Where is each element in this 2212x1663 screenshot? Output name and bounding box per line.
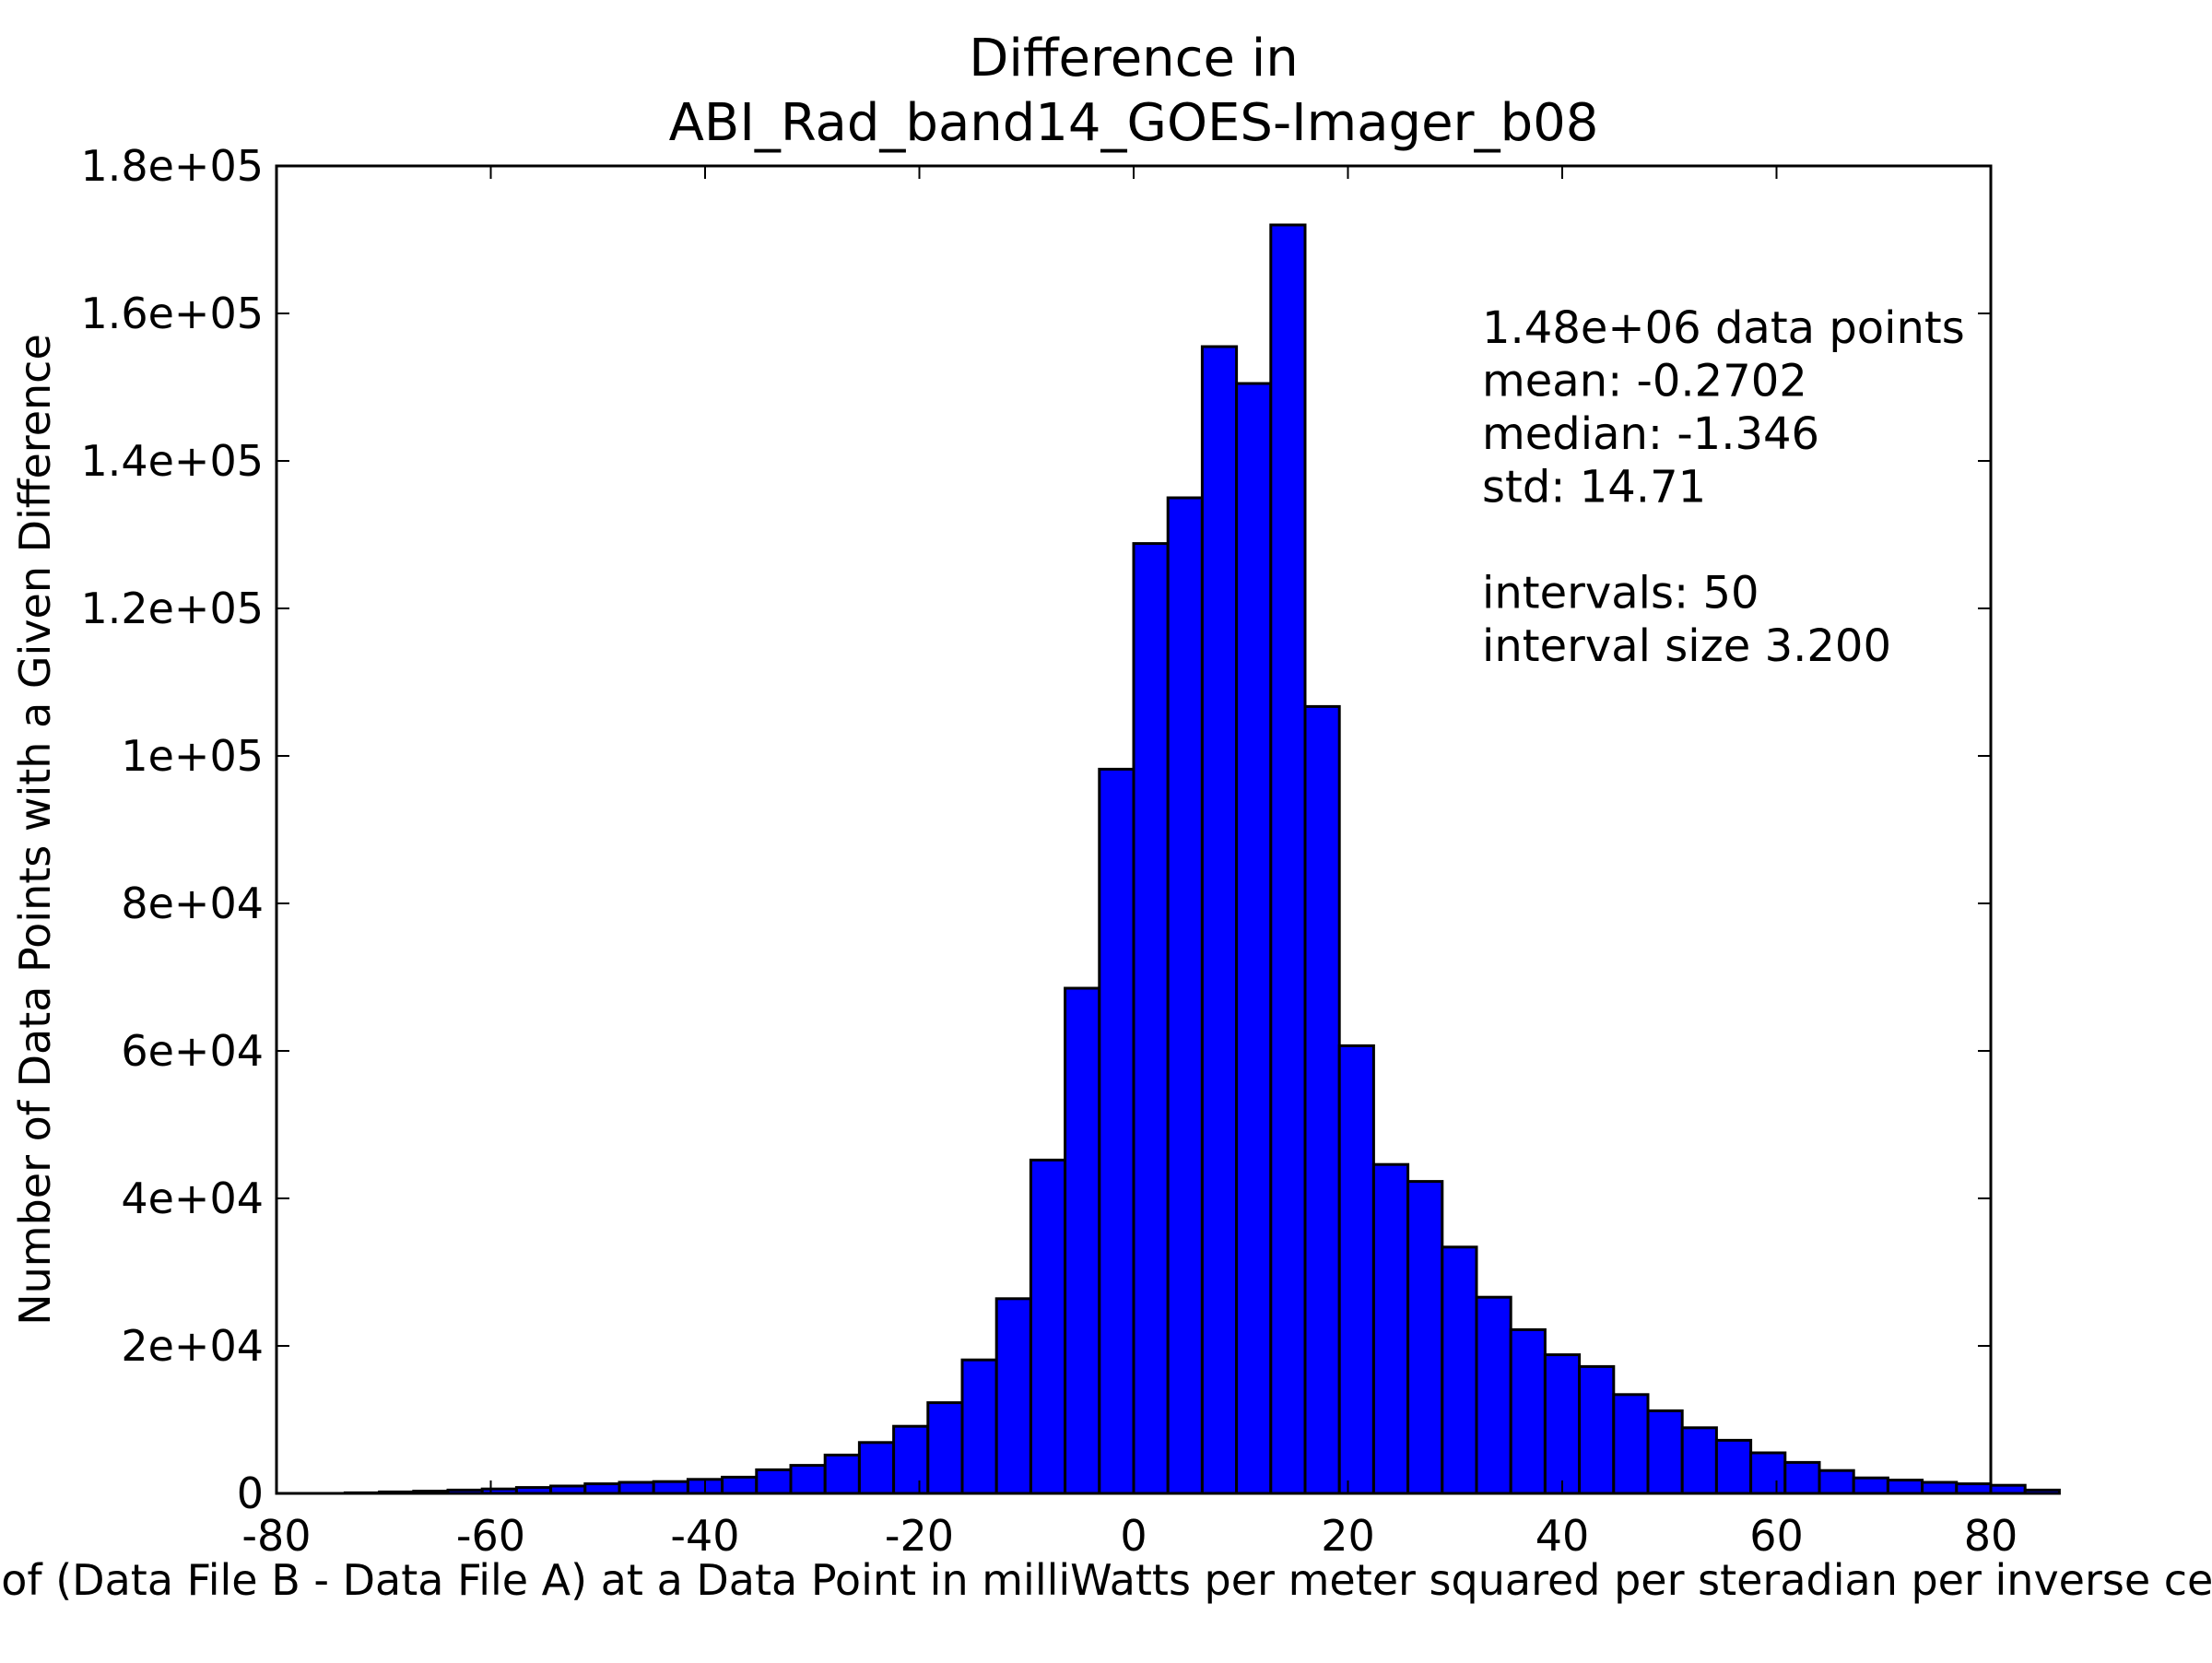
histogram-bar: [1235, 382, 1273, 1495]
y-tick-label: 4e+04: [121, 1174, 264, 1223]
stats-annotation-line: mean: -0.2702: [1482, 356, 1807, 407]
chart-title-line: Difference in: [969, 29, 1299, 88]
histogram-bar: [1337, 1044, 1375, 1495]
histogram-bar: [857, 1441, 896, 1495]
histogram-bar: [994, 1297, 1032, 1495]
histogram-bar: [1200, 345, 1239, 1495]
histogram-bar: [1852, 1476, 1889, 1495]
y-tick-label: 1.4e+05: [80, 436, 264, 486]
x-tick-label: -40: [670, 1511, 739, 1561]
histogram-bar: [755, 1468, 793, 1495]
histogram-bar: [960, 1358, 998, 1495]
histogram-bar: [652, 1480, 689, 1495]
x-tick-label: 0: [1120, 1511, 1147, 1561]
histogram-bar: [1303, 704, 1341, 1495]
y-tick-label: 6e+04: [121, 1026, 264, 1076]
histogram-bar: [721, 1475, 759, 1495]
histogram-bar: [1371, 1162, 1410, 1495]
stats-annotation-line: intervals: 50: [1482, 568, 1759, 619]
x-tick-label: 60: [1749, 1511, 1804, 1561]
histogram-bar: [1783, 1460, 1821, 1495]
histogram-bar: [1955, 1482, 1993, 1495]
stats-annotation-line: interval size 3.200: [1482, 620, 1891, 672]
histogram-bar: [1509, 1327, 1547, 1495]
histogram-bar: [1886, 1479, 1924, 1495]
histogram-bar: [1406, 1180, 1444, 1495]
histogram-bar: [1029, 1158, 1067, 1495]
histogram-bar: [789, 1464, 827, 1495]
histogram-bar: [823, 1453, 861, 1495]
stats-annotation-line: median: -1.346: [1482, 408, 1819, 460]
histogram-bar: [1921, 1480, 1959, 1495]
y-tick-label: 1.2e+05: [80, 584, 264, 633]
histogram-bar: [1269, 223, 1307, 1495]
histogram-bar: [618, 1480, 655, 1495]
x-axis-label: Value of (Data File B - Data File A) at …: [0, 1555, 2212, 1605]
histogram-bar: [1578, 1364, 1616, 1495]
histogram-bar: [1680, 1426, 1718, 1495]
histogram-bar: [1166, 496, 1204, 1495]
x-tick-label: 20: [1321, 1511, 1375, 1561]
histogram-bar: [1989, 1483, 2027, 1495]
histogram-bar: [1132, 542, 1170, 1495]
histogram-bar: [1749, 1451, 1787, 1495]
chart-title-line: ABI_Rad_band14_GOES-Imager_b08: [669, 93, 1599, 153]
histogram-bar: [1714, 1438, 1753, 1495]
histogram-bar: [583, 1482, 621, 1495]
histogram-bar: [1543, 1353, 1582, 1495]
x-tick-label: -20: [885, 1511, 954, 1561]
y-tick-label: 1.8e+05: [80, 141, 264, 191]
stats-annotation-line: 1.48e+06 data points: [1482, 302, 1965, 354]
histogram-bar: [1646, 1409, 1684, 1495]
histogram-bar: [1064, 986, 1101, 1495]
y-tick-label: 2e+04: [121, 1321, 264, 1371]
histogram-bar: [2023, 1488, 2061, 1495]
histogram-bar: [1441, 1245, 1478, 1495]
histogram-bar: [1475, 1295, 1512, 1495]
y-tick-label: 0: [237, 1468, 264, 1518]
y-axis-label: Number of Data Points with a Given Diffe…: [10, 334, 60, 1326]
x-tick-label: -60: [456, 1511, 525, 1561]
histogram-bar: [1818, 1468, 1855, 1495]
x-tick-label: 80: [1964, 1511, 2018, 1561]
histogram-bar: [892, 1424, 930, 1495]
histogram-bar: [1612, 1393, 1650, 1495]
y-tick-label: 1.6e+05: [80, 289, 264, 338]
stats-annotation-line: std: 14.71: [1482, 462, 1706, 513]
y-tick-label: 8e+04: [121, 879, 264, 928]
y-tick-label: 1e+05: [121, 731, 264, 781]
histogram-bar: [926, 1401, 964, 1495]
x-tick-label: -80: [241, 1511, 311, 1561]
x-tick-label: 40: [1535, 1511, 1590, 1561]
histogram-bar: [1098, 767, 1135, 1495]
